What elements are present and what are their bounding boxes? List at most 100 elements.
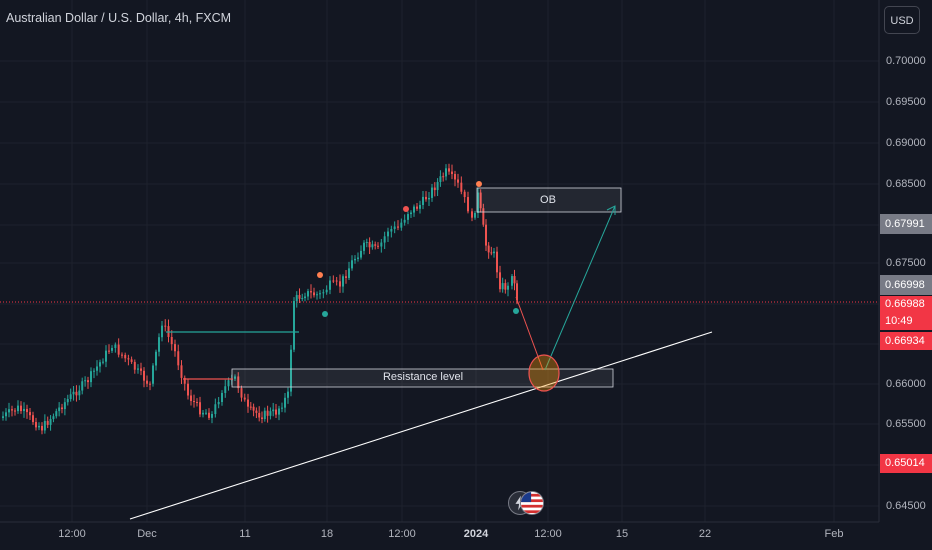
- candle-body: [354, 258, 356, 261]
- candle-body: [463, 191, 466, 198]
- candle-body: [511, 276, 513, 286]
- ob-zone[interactable]: [476, 187, 622, 213]
- candle-body: [304, 296, 306, 299]
- candle-body: [428, 197, 430, 200]
- candle-body: [298, 295, 301, 299]
- candle-body: [2, 416, 4, 418]
- candle-body: [387, 231, 389, 237]
- candle-body: [485, 224, 487, 246]
- projection-line-down[interactable]: [515, 296, 544, 371]
- candle-body: [180, 365, 183, 378]
- price-tick: 0.64500: [886, 500, 926, 512]
- candle-body: [202, 412, 204, 415]
- candle-body: [93, 370, 95, 372]
- candle-body: [38, 425, 40, 428]
- candle-body: [335, 280, 338, 282]
- candle-body: [477, 192, 479, 213]
- candle-body: [319, 293, 321, 295]
- time-tick-year: 2024: [463, 528, 489, 540]
- candle-body: [211, 414, 213, 418]
- price-badge-ob: 0.67991: [880, 214, 932, 234]
- candlestick-series[interactable]: [2, 163, 518, 435]
- candle-body: [8, 409, 10, 413]
- candle-body: [43, 420, 46, 431]
- signal-dot-orange: [317, 272, 323, 278]
- trendline[interactable]: [129, 331, 713, 520]
- candle-body: [121, 354, 123, 356]
- candle-body: [58, 407, 61, 412]
- candle-body: [351, 260, 353, 269]
- candle-body: [316, 294, 318, 296]
- candle-body: [152, 365, 154, 384]
- candle-body: [278, 408, 280, 415]
- resistance-zone[interactable]: [231, 368, 614, 388]
- us-flag-icon[interactable]: [520, 491, 544, 515]
- candle-body: [310, 291, 312, 293]
- candle-body: [436, 182, 439, 191]
- candle-body: [413, 206, 415, 213]
- signal-dot-teal: [513, 308, 519, 314]
- candle-body: [32, 415, 34, 423]
- candle-body: [290, 349, 292, 392]
- candle-body: [345, 276, 347, 278]
- candle-body: [177, 351, 180, 366]
- projection-line-up[interactable]: [544, 205, 616, 371]
- candle-body: [439, 176, 442, 183]
- price-tick: 0.68500: [886, 178, 926, 190]
- candle-body: [390, 229, 393, 232]
- candle-body: [380, 242, 383, 247]
- candle-body: [445, 168, 447, 177]
- candle-body: [407, 214, 409, 220]
- price-tick: 0.65500: [886, 418, 926, 430]
- candle-body: [374, 244, 377, 246]
- candle-body: [513, 276, 516, 284]
- candle-body: [78, 390, 81, 396]
- candle-body: [69, 394, 72, 400]
- candle-body: [431, 187, 433, 198]
- candle-body: [487, 245, 490, 253]
- candle-body: [114, 344, 117, 348]
- candle-body: [196, 401, 198, 403]
- target-circle[interactable]: [528, 354, 560, 392]
- currency-button[interactable]: USD: [884, 6, 920, 34]
- bar-countdown: 10:49: [880, 313, 932, 330]
- ob-label: OB: [540, 194, 556, 206]
- candle-body: [247, 399, 249, 407]
- candle-body: [403, 219, 406, 223]
- candle-body: [499, 272, 501, 290]
- candle-body: [322, 292, 325, 294]
- candle-body: [17, 405, 19, 412]
- candle-body: [419, 204, 421, 209]
- price-tick: 0.69000: [886, 137, 926, 149]
- candle-body: [501, 283, 504, 290]
- candle-body: [183, 377, 186, 384]
- price-badge-target: 0.66934: [880, 332, 932, 350]
- candle-body: [111, 347, 113, 351]
- price-tick: 0.70000: [886, 55, 926, 67]
- candle-body: [301, 298, 304, 300]
- candle-body: [217, 402, 220, 405]
- time-tick: 15: [615, 528, 629, 540]
- candle-body: [329, 280, 331, 290]
- candle-body: [422, 196, 424, 205]
- candle-body: [237, 376, 240, 389]
- candle-body: [11, 409, 13, 411]
- candle-body: [49, 419, 52, 425]
- candle-body: [137, 368, 139, 370]
- candle-body: [81, 381, 84, 391]
- candle-body: [133, 361, 136, 370]
- candle-body: [482, 208, 485, 225]
- candle-body: [516, 283, 518, 301]
- candle-body: [348, 268, 350, 278]
- candle-body: [504, 283, 507, 290]
- candle-body: [224, 386, 227, 393]
- candle-body: [130, 359, 133, 362]
- candle-body: [29, 412, 31, 416]
- candle-body: [249, 406, 252, 408]
- time-tick: 22: [698, 528, 712, 540]
- candle-body: [284, 397, 286, 408]
- candle-body: [234, 376, 236, 379]
- time-tick: 12:00: [534, 528, 562, 540]
- candle-body: [363, 242, 365, 251]
